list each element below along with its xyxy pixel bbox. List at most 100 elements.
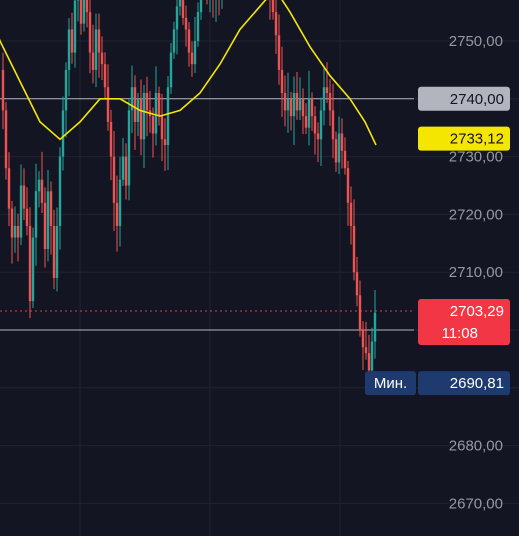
candle-body xyxy=(316,133,320,140)
candle-body xyxy=(52,225,56,278)
candle-body xyxy=(40,179,44,203)
candle-body xyxy=(64,69,68,111)
candle-body xyxy=(319,110,323,140)
current-price-label: 2703,29 xyxy=(450,303,504,320)
candle-body xyxy=(121,156,125,180)
candle-body xyxy=(166,87,170,146)
candle-body xyxy=(355,272,359,296)
candle-body xyxy=(289,98,293,117)
candle-body xyxy=(85,0,89,13)
candle-body xyxy=(343,150,347,169)
candle-body xyxy=(331,110,335,140)
candle-body xyxy=(1,69,5,111)
candle-body xyxy=(373,312,377,342)
candle-body xyxy=(346,168,350,203)
moving-average-line xyxy=(0,0,377,146)
candle-body xyxy=(109,121,113,157)
horizontal-line-tag-label: 2740,00 xyxy=(450,91,504,108)
candlesticks xyxy=(1,0,377,383)
candle-body xyxy=(34,191,38,238)
candle-body xyxy=(169,52,173,88)
candle-body xyxy=(19,185,23,238)
candle-body xyxy=(364,347,368,354)
candle-body xyxy=(94,29,98,70)
candle-body xyxy=(160,116,164,140)
price-tags: 2740,002700,002733,122703,2911:08Мин.269… xyxy=(365,86,510,396)
candle-body xyxy=(151,116,155,134)
y-tick-label: 2730,00 xyxy=(449,149,503,166)
min-prefix-label: Мин. xyxy=(374,375,407,392)
candle-body xyxy=(127,110,131,186)
candle-body xyxy=(16,225,20,238)
min-prefix-bg xyxy=(365,371,416,396)
candle-body xyxy=(157,93,161,117)
candle-body xyxy=(340,133,344,151)
candle-body xyxy=(196,12,200,42)
candle-body xyxy=(61,110,65,157)
candle-body xyxy=(361,330,365,348)
candle-body xyxy=(283,93,287,111)
candle-body xyxy=(43,202,47,250)
candle-body xyxy=(10,208,14,238)
y-tick-label: 2680,00 xyxy=(449,438,503,455)
candle-body xyxy=(184,17,188,30)
candle-body xyxy=(25,208,29,226)
candle-body xyxy=(190,52,194,65)
candle-body xyxy=(193,41,197,65)
candle-body xyxy=(304,116,308,128)
candle-body xyxy=(274,12,278,36)
candle-body xyxy=(349,202,353,226)
candle-body xyxy=(136,98,140,122)
candle-body xyxy=(70,29,74,53)
candle-body xyxy=(301,98,305,117)
candle-body xyxy=(271,0,275,13)
candle-body xyxy=(97,29,101,53)
candle-body xyxy=(76,0,80,1)
current-price-tag-bg xyxy=(418,298,510,345)
countdown-label: 11:08 xyxy=(442,325,478,342)
candle-body xyxy=(79,0,83,24)
candle-body xyxy=(67,29,71,70)
candle-body xyxy=(22,185,26,209)
candle-body xyxy=(31,237,35,302)
candle-body xyxy=(115,202,119,226)
candle-body xyxy=(325,87,329,94)
candle-body xyxy=(163,139,167,146)
min-value-label: 2690,81 xyxy=(450,375,504,392)
candle-body xyxy=(130,87,134,111)
candle-body xyxy=(46,191,50,250)
candle-body xyxy=(175,6,179,30)
candle-body xyxy=(337,133,341,163)
moving-average-tag-label: 2733,12 xyxy=(450,131,504,148)
y-tick-label: 2720,00 xyxy=(449,206,503,223)
candle-body xyxy=(91,52,95,70)
candle-body xyxy=(7,168,11,209)
candle-body xyxy=(58,156,62,226)
candle-body xyxy=(73,0,77,53)
candle-body xyxy=(142,93,146,140)
candle-body xyxy=(181,0,185,18)
candle-body xyxy=(178,0,182,7)
candle-body xyxy=(55,225,59,278)
candle-body xyxy=(4,110,8,169)
candle-body xyxy=(334,139,338,163)
candle-body xyxy=(28,225,32,302)
candle-body xyxy=(145,93,149,111)
candle-body xyxy=(286,98,290,111)
horizontal-line-tag-bg xyxy=(418,86,510,111)
candle-body xyxy=(307,98,311,128)
candle-body xyxy=(49,191,53,226)
candle-body xyxy=(310,98,314,117)
candle-body xyxy=(298,98,302,111)
candle-body xyxy=(328,93,332,111)
candle-body xyxy=(124,156,128,186)
candle-body xyxy=(367,353,371,371)
candle-body xyxy=(172,29,176,53)
candle-body xyxy=(133,87,137,122)
candle-body xyxy=(139,98,143,140)
candle-body xyxy=(88,12,92,53)
horizontal-lines xyxy=(0,98,414,331)
candle-body xyxy=(370,341,374,371)
